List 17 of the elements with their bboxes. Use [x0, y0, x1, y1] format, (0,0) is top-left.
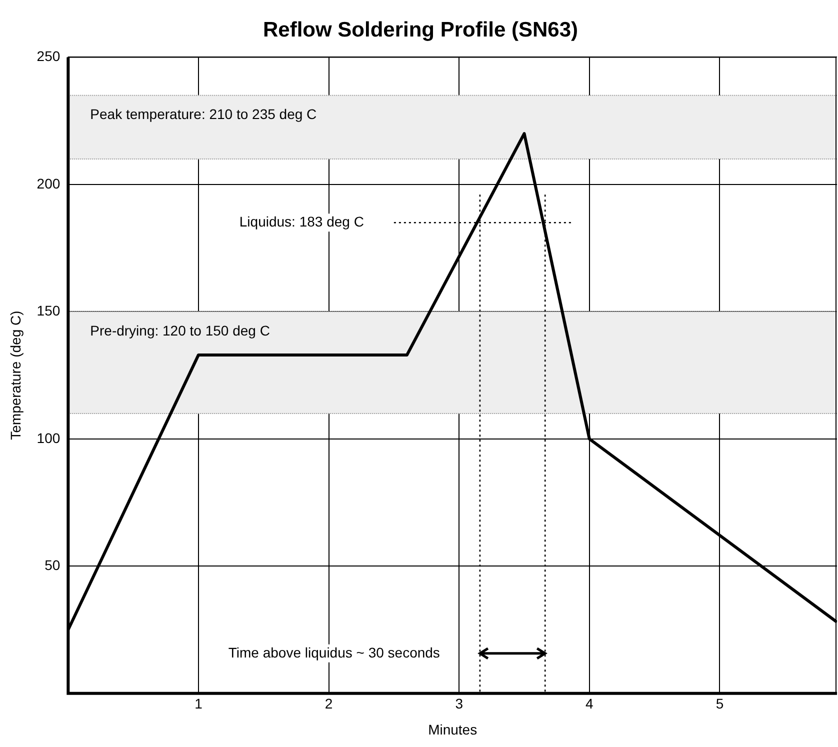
y-tick-label: 50 — [44, 557, 60, 574]
y-tick-label: 100 — [36, 430, 60, 446]
x-tick-label: 1 — [194, 696, 203, 712]
x-tick-label: 4 — [586, 696, 594, 712]
x-tick-label: 3 — [455, 696, 464, 712]
y-tick-label: 250 — [36, 48, 60, 64]
chart-title: Reflow Soldering Profile (SN63) — [262, 18, 578, 42]
x-tick-label: 2 — [324, 696, 333, 712]
band-label: Pre-drying: 120 to 150 deg C — [90, 322, 270, 339]
band-label: Peak temperature: 210 to 235 deg C — [90, 106, 317, 122]
annotation: Liquidus: 183 deg C — [239, 213, 364, 230]
y-tick-label: 200 — [36, 175, 60, 192]
annotation: Time above liquidus ~ 30 seconds — [228, 644, 440, 660]
y-tick-label: 150 — [36, 302, 60, 319]
y-axis-title: Temperature (deg C) — [7, 310, 24, 440]
x-tick-label: 5 — [716, 696, 724, 712]
x-axis-title: Minutes — [428, 721, 478, 738]
